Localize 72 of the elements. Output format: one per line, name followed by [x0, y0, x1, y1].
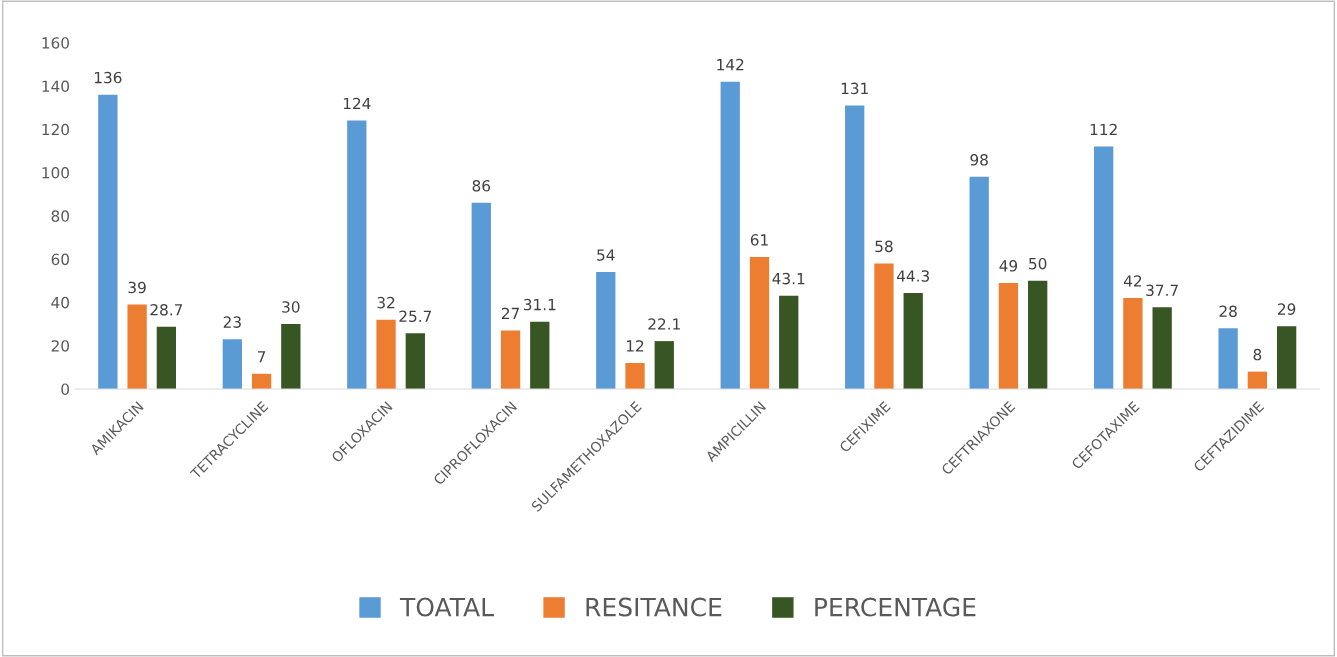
- bar: [471, 202, 491, 389]
- data-label: 131: [841, 82, 868, 95]
- data-label: 8: [1253, 348, 1262, 361]
- data-label: 49: [999, 260, 1018, 272]
- data-label: 98: [970, 154, 988, 166]
- data-label: 54: [597, 249, 615, 261]
- bar: [98, 94, 118, 389]
- data-label: 7: [257, 351, 266, 363]
- bar: [251, 373, 272, 389]
- y-tick-label: 80: [51, 210, 69, 222]
- bar: [1094, 146, 1114, 389]
- data-label: 39: [128, 281, 146, 294]
- y-tick-label: 40: [51, 296, 69, 309]
- data-label: 50: [1029, 257, 1047, 270]
- bar: [347, 120, 367, 389]
- bar: [1028, 280, 1048, 389]
- bar: [222, 339, 242, 389]
- bar: [874, 263, 894, 389]
- data-label: 12: [626, 340, 644, 352]
- bar: [1276, 326, 1297, 389]
- data-label: 136: [94, 71, 122, 84]
- legend-label: TOATAL: [399, 597, 494, 617]
- data-label: 22.1: [648, 318, 680, 330]
- bar: [903, 293, 923, 389]
- bar: [405, 333, 425, 389]
- data-label: 25.7: [399, 310, 432, 323]
- data-label: 44.3: [896, 270, 929, 282]
- legend-label: PERCENTAGE: [815, 597, 976, 617]
- bar: [779, 295, 799, 389]
- bar: [530, 321, 550, 389]
- bar: [1247, 371, 1268, 389]
- data-label: 124: [343, 97, 371, 110]
- data-label: 29: [1278, 303, 1296, 315]
- bar: [749, 256, 770, 389]
- legend-label: RESITANCE: [586, 597, 722, 617]
- y-tick-label: 140: [42, 80, 69, 93]
- bar: [1152, 307, 1172, 389]
- data-label: 58: [875, 240, 893, 253]
- y-tick-label: 160: [42, 37, 69, 49]
- data-label: 23: [223, 316, 241, 328]
- bar: [969, 176, 989, 389]
- y-tick-label: 0: [61, 383, 69, 395]
- data-label: 37.7: [1146, 284, 1178, 297]
- y-tick-label: 20: [51, 340, 69, 352]
- bar: [1218, 328, 1238, 389]
- y-tick-label: 60: [51, 253, 69, 266]
- data-label: 43.1: [772, 272, 805, 285]
- y-tick-label: 120: [42, 123, 69, 136]
- data-label: 28.7: [150, 303, 183, 316]
- data-label: 31.1: [523, 298, 556, 311]
- bar: [376, 319, 396, 389]
- bar: [127, 304, 147, 389]
- bar: [500, 330, 521, 389]
- bar: [625, 362, 645, 389]
- data-label: 112: [1090, 123, 1117, 136]
- bar: [281, 324, 301, 389]
- bar: [845, 105, 865, 389]
- bar: [654, 341, 674, 389]
- data-label: 42: [1123, 275, 1142, 287]
- y-tick-label: 100: [42, 167, 69, 179]
- data-label: 142: [717, 58, 744, 71]
- data-label: 32: [377, 296, 395, 309]
- bar: [998, 282, 1019, 389]
- bar: [596, 272, 616, 389]
- data-label: 28: [1219, 305, 1237, 318]
- bar: [156, 326, 177, 389]
- data-label: 27: [501, 307, 519, 320]
- data-label: 86: [472, 179, 491, 192]
- data-label: 61: [750, 234, 768, 246]
- bar: [1123, 298, 1143, 389]
- data-label: 30: [282, 301, 300, 313]
- bar: [720, 81, 740, 389]
